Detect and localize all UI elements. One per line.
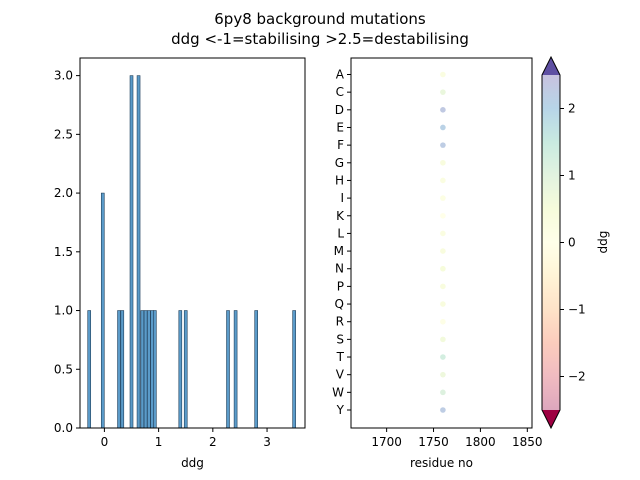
hist-bar (233, 310, 238, 429)
scatter-point (440, 301, 446, 307)
scatter-xlabel: residue no (410, 456, 473, 470)
hist-bar (292, 310, 296, 429)
scatter-ytick-label: Y (336, 403, 345, 417)
scatter-point (440, 389, 446, 396)
scatter-point (440, 265, 446, 272)
scatter-point (440, 71, 446, 78)
hist-bar (117, 310, 121, 429)
scatter-ytick-label: H (335, 173, 344, 187)
scatter-point (440, 283, 446, 290)
scatter-ytick-label: R (336, 315, 344, 329)
colorbar-extend-bottom (542, 410, 560, 428)
scatter-ytick-label: E (336, 120, 344, 134)
hist-bar (120, 310, 125, 429)
hist-bar (183, 310, 188, 429)
hist-bar (147, 310, 151, 429)
scatter-ytick-label: A (336, 68, 345, 82)
scatter-ytick-label: G (335, 156, 344, 170)
scatter-ytick-label: F (337, 138, 344, 152)
scatter-ytick-label: N (335, 262, 344, 276)
hist-frame (79, 57, 306, 429)
hist-bar (153, 310, 157, 429)
scatter-ytick-label: T (336, 350, 345, 364)
hist-xtick-label: 0 (101, 435, 109, 449)
hist-bar (87, 310, 92, 429)
colorbar-outline (541, 55, 561, 430)
hist-ytick-label: 2.5 (54, 127, 73, 141)
scatter-point (440, 212, 446, 219)
hist-bar (140, 310, 145, 429)
scatter-point (440, 177, 446, 184)
scatter-ytick-label: D (335, 103, 344, 117)
hist-ytick-label: 2.0 (54, 186, 73, 200)
hist-xtick-label: 3 (263, 435, 271, 449)
scatter-point (440, 142, 446, 148)
scatter-point (440, 248, 446, 254)
scatter-point (440, 89, 446, 95)
scatter-frame (350, 57, 533, 429)
hist-xlabel: ddg (181, 456, 204, 470)
colorbar-tick-label: 2 (568, 102, 576, 116)
scatter-ytick-label: I (340, 191, 344, 205)
scatter-point (440, 107, 446, 113)
hist-xtick-label: 1 (155, 435, 163, 449)
scatter-ytick-label: K (336, 209, 345, 223)
hist-xtick-label: 2 (209, 435, 217, 449)
scatter-point (440, 195, 446, 201)
scatter-xtick-label: 1850 (512, 435, 543, 449)
colorbar-extend-top (542, 57, 560, 75)
scatter-point (440, 230, 446, 237)
hist-ytick-label: 1.0 (54, 304, 73, 318)
scatter-point (440, 336, 446, 343)
scatter-point (440, 407, 446, 413)
scatter-ytick-label: M (334, 244, 344, 258)
scatter-ytick-label: P (337, 279, 344, 293)
hist-ytick-label: 3.0 (54, 69, 73, 83)
scatter-point (440, 159, 446, 166)
hist-bar (254, 310, 258, 429)
scatter-ytick-label: Q (335, 297, 344, 311)
colorbar-tick-label: −2 (568, 370, 586, 384)
hist-bar (129, 75, 134, 429)
colorbar-label: ddg (596, 231, 610, 254)
colorbar-panel: −2 −1 0 1 2 ddg (541, 55, 610, 430)
scatter-xtick-label: 1750 (418, 435, 449, 449)
scatter-ytick-label: L (337, 226, 344, 240)
scatter-point (440, 371, 446, 378)
colorbar-tick-label: 1 (568, 169, 576, 183)
scatter-point (440, 354, 446, 360)
hist-bar (226, 310, 230, 429)
hist-bar (178, 310, 183, 429)
scatter-point (440, 318, 446, 325)
scatter-xtick-label: 1800 (465, 435, 496, 449)
scatter-ytick-label: C (336, 85, 344, 99)
hist-bar (100, 192, 105, 429)
scatter-ytick-label: W (332, 385, 344, 399)
scatter-ytick-label: S (336, 332, 344, 346)
colorbar-gradient (542, 75, 560, 410)
hist-ytick-label: 0.0 (54, 421, 73, 435)
hist-ytick-label: 0.5 (54, 362, 73, 376)
histogram-panel: 0 1 2 3 0.0 0.5 1.0 1.5 2.0 2.5 3.0 ddg (54, 57, 306, 470)
hist-bar (143, 310, 148, 429)
colorbar-tick-label: −1 (568, 303, 586, 317)
hist-ytick-label: 1.5 (54, 245, 73, 259)
scatter-point (440, 124, 446, 131)
hist-bar (136, 75, 141, 429)
figure-title-line2: ddg <-1=stabilising >2.5=destabilising (171, 30, 469, 48)
colorbar-tick-label: 0 (568, 236, 576, 250)
scatter-xtick-label: 1700 (371, 435, 402, 449)
scatter-ytick-label: V (336, 368, 345, 382)
figure-title-line1: 6py8 background mutations (214, 10, 426, 28)
